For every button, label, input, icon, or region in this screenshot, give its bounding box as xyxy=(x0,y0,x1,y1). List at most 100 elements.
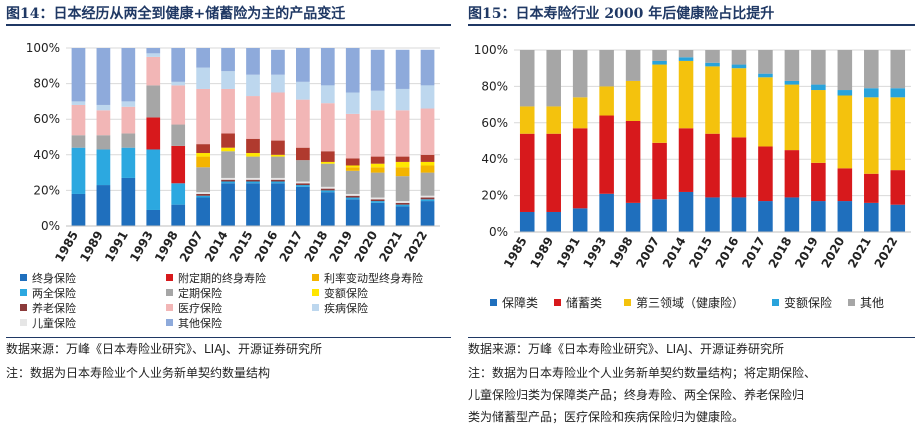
y-tick-label: 0% xyxy=(41,219,60,233)
bar-segment-1991-2 xyxy=(572,97,588,129)
legend-item: 其他保险 xyxy=(166,317,222,331)
bar-segment-2017-1 xyxy=(296,185,310,187)
legend-item: 保障类 xyxy=(490,296,538,310)
legend-swatch xyxy=(20,319,27,326)
legend-swatch xyxy=(772,299,779,306)
x-tick-label-2014: 2014 xyxy=(660,234,689,270)
bar-segment-2018-1 xyxy=(784,150,800,198)
y-tick-label: 60% xyxy=(481,116,508,130)
bar-segment-1991-1 xyxy=(572,128,588,209)
bar-segment-2022-6 xyxy=(420,165,435,173)
figure-15-divider xyxy=(468,337,915,338)
y-tick-label: 80% xyxy=(33,77,60,91)
bar-segment-2019-0 xyxy=(345,199,360,226)
legend-label: 变额保险 xyxy=(784,296,833,310)
bar-segment-1998-1 xyxy=(625,120,641,203)
bar-segment-2018-8 xyxy=(320,151,335,162)
bar-segment-2014-2 xyxy=(678,60,694,129)
bar-segment-2014-1 xyxy=(221,181,235,184)
bar-segment-2015-1 xyxy=(246,181,260,184)
figure-15-legend: 保障类 储蓄类 第三领域（健康险） 变额保险 其他 xyxy=(476,296,916,314)
bar-segment-2021-8 xyxy=(395,156,410,162)
bar-segment-1998-11 xyxy=(171,48,186,82)
bar-segment-2018-2 xyxy=(784,84,800,151)
bar-segment-2014-10 xyxy=(221,71,235,89)
bar-segment-2007-10 xyxy=(196,67,210,89)
bar-segment-1993-10 xyxy=(146,53,161,57)
legend-item: 儿童保险 xyxy=(20,317,76,331)
bar-segment-2019-10 xyxy=(345,92,360,114)
bar-segment-1989-11 xyxy=(96,48,111,105)
legend-label: 第三领域（健康险） xyxy=(636,296,745,310)
bar-segment-2022-10 xyxy=(420,85,435,109)
bar-segment-2022-3 xyxy=(890,88,906,98)
bar-segment-2014-8 xyxy=(221,133,235,148)
bar-segment-2007-3 xyxy=(652,60,667,65)
figure-14-chart: 0%20%40%60%80%100%1985198919911993199820… xyxy=(26,41,440,265)
bar-segment-1998-9 xyxy=(171,85,186,125)
figure-14-title: 图14：日本经历从两全到健康+储蓄险为主的产品变迁 xyxy=(6,2,451,26)
bar-segment-2018-0 xyxy=(784,197,800,232)
bar-segment-2018-1 xyxy=(320,190,335,193)
bar-segment-2014-5 xyxy=(221,151,235,178)
bar-segment-2022-9 xyxy=(420,108,435,155)
bar-segment-2007-2 xyxy=(652,64,667,143)
bar-segment-2021-3 xyxy=(395,201,410,203)
legend-swatch xyxy=(312,289,319,296)
figure-15-note-line-1: 注：数据为日本寿险业个人业务新单契约数量结构；将定期保险、 xyxy=(468,366,817,380)
bar-segment-2016-1 xyxy=(271,181,285,184)
bar-segment-2020-7 xyxy=(370,163,385,168)
bar-segment-2022-0 xyxy=(420,201,435,226)
bar-segment-2021-2 xyxy=(395,202,410,205)
bar-segment-2017-3 xyxy=(296,181,310,184)
x-tick-label-1991: 1991 xyxy=(554,235,583,271)
bar-segment-2019-3 xyxy=(811,84,826,91)
bar-segment-2014-0 xyxy=(221,183,235,226)
legend-label: 附定期的终身寿险 xyxy=(178,272,266,285)
bar-segment-2014-4 xyxy=(678,50,694,58)
x-tick-label-2007: 2007 xyxy=(177,229,206,265)
bar-segment-2018-3 xyxy=(320,186,335,189)
bar-segment-2016-10 xyxy=(271,74,285,93)
bar-segment-2021-3 xyxy=(864,88,879,98)
bar-segment-2021-1 xyxy=(864,173,879,203)
bar-segment-2016-9 xyxy=(271,92,285,141)
legend-swatch xyxy=(848,299,855,306)
bar-segment-2021-7 xyxy=(395,161,410,168)
bar-segment-2020-11 xyxy=(370,49,385,91)
legend-item: 两全保险 xyxy=(20,287,76,301)
bar-segment-1985-1 xyxy=(519,133,535,212)
bar-segment-2017-3 xyxy=(758,73,773,78)
x-tick-label-1993: 1993 xyxy=(580,235,609,271)
bar-segment-1998-5 xyxy=(171,124,186,146)
bar-segment-2014-1 xyxy=(678,128,694,192)
x-tick-label-2021: 2021 xyxy=(845,235,874,271)
bar-segment-2007-9 xyxy=(196,88,210,145)
bar-segment-2020-10 xyxy=(370,90,385,111)
bar-segment-2022-2 xyxy=(890,97,906,171)
bar-segment-2019-8 xyxy=(345,158,360,166)
bar-segment-1998-4 xyxy=(171,145,186,184)
bar-segment-2019-3 xyxy=(345,193,360,196)
bar-segment-2015-11 xyxy=(246,48,260,75)
bar-segment-2018-10 xyxy=(320,85,335,104)
legend-label: 变额保险 xyxy=(324,287,368,300)
figure-14-panel: 图14：日本经历从两全到健康+储蓄险为主的产品变迁 0% 20% 40% 60% 80%… xyxy=(0,0,455,446)
x-tick-label-2018: 2018 xyxy=(766,235,795,271)
legend-item: 附定期的终身寿险 xyxy=(166,272,266,286)
figure-15-source: 数据来源：万峰《日本寿险业研究》、LIAJ、开源证券研究所 xyxy=(468,342,784,356)
x-tick-label-1993: 1993 xyxy=(127,229,156,265)
legend-label: 利率变动型终身寿险 xyxy=(324,272,423,285)
bar-segment-2007-11 xyxy=(196,48,210,68)
bar-segment-1989-10 xyxy=(96,104,111,111)
bar-segment-1989-4 xyxy=(546,50,561,107)
bar-segment-2017-0 xyxy=(296,186,310,226)
y-tick-label: 20% xyxy=(33,183,60,197)
bar-segment-1998-10 xyxy=(171,81,186,86)
x-tick-label-2019: 2019 xyxy=(327,229,356,265)
bar-segment-1993-4 xyxy=(146,117,161,150)
bar-segment-2007-3 xyxy=(196,192,210,194)
bar-segment-2014-11 xyxy=(221,48,235,72)
x-tick-label-2017: 2017 xyxy=(277,229,306,265)
bar-segment-1991-0 xyxy=(572,208,588,232)
